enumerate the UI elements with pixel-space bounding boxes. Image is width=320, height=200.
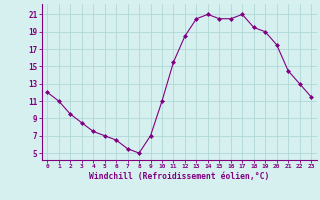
X-axis label: Windchill (Refroidissement éolien,°C): Windchill (Refroidissement éolien,°C): [89, 172, 269, 181]
